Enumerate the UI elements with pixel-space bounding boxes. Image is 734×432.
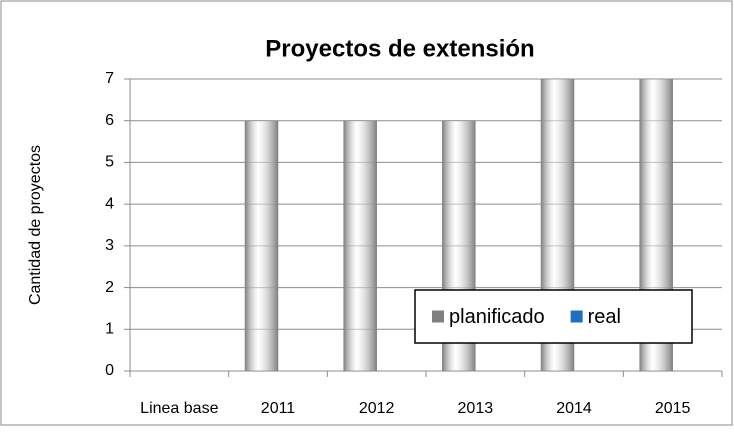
- legend-swatch: [570, 310, 583, 323]
- y-tick-label: 6: [105, 112, 114, 129]
- legend-label: real: [588, 306, 621, 328]
- y-axis-label: Cantidad de proyectos: [27, 145, 44, 305]
- y-tick-label: 1: [105, 321, 114, 338]
- x-tick-label: Linea base: [140, 400, 218, 417]
- y-tick-label: 0: [105, 362, 114, 379]
- legend-swatch: [432, 310, 444, 323]
- legend-box: [414, 289, 693, 344]
- y-tick-label: 5: [105, 154, 114, 171]
- y-tick-label: 4: [105, 195, 114, 212]
- y-tick-label: 7: [105, 70, 114, 87]
- x-tick-label: 2014: [556, 400, 592, 417]
- x-tick-label: 2011: [261, 400, 296, 417]
- x-tick-label: 2012: [359, 400, 395, 417]
- y-tick-label: 2: [105, 279, 114, 296]
- chart-title: Proyectos de extensión: [265, 35, 534, 62]
- x-tick-label: 2015: [655, 400, 691, 417]
- bar: [244, 120, 279, 372]
- x-tick-label: 2013: [458, 400, 494, 417]
- bar: [343, 120, 377, 372]
- legend-label: planificado: [449, 306, 545, 328]
- y-tick-label: 3: [105, 237, 114, 254]
